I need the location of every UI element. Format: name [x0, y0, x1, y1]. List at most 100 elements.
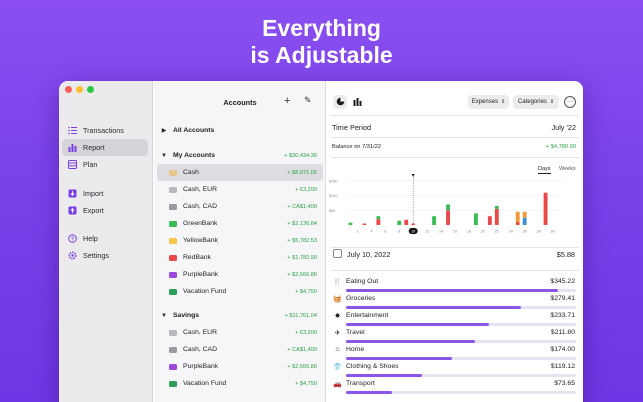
category-row[interactable]: 👕 Clothing & Shoes $119.12 [327, 362, 583, 379]
account-row[interactable]: Cash, CAD + CA$1,400 [157, 198, 323, 215]
group-label: My Accounts [173, 152, 216, 159]
x-tick-label[interactable]: 26 [523, 230, 527, 234]
x-tick-label[interactable]: 8 [398, 230, 400, 234]
account-row[interactable]: Vacation Fund + $4,750 [157, 283, 323, 300]
daily-expenses-chart[interactable]: $150$100$502 4 6 8 10 12 14 16 18 20 22 24 26 28 30 [327, 173, 583, 243]
chart-bar-segment[interactable] [376, 216, 381, 220]
chart-bar-segment[interactable] [494, 205, 499, 209]
pie-chart-toggle[interactable] [333, 95, 347, 109]
category-row[interactable]: 🚗 Transport $73.65 [327, 379, 583, 396]
x-tick-label[interactable]: 2 [356, 230, 358, 234]
chart-bar-segment[interactable] [473, 213, 478, 225]
chevron-right-icon[interactable]: ▶ [161, 128, 167, 134]
sidebar-item-transactions[interactable]: Transactions [62, 122, 148, 139]
close-window-button[interactable] [65, 86, 72, 93]
category-row[interactable]: ✸ Entertainment $233.71 [327, 311, 583, 328]
categories-dropdown[interactable]: Categories ⇕ [513, 95, 559, 109]
plan-icon [68, 160, 77, 169]
account-row[interactable]: PurpleBank + $2,566.80 [157, 358, 323, 375]
time-period-value[interactable]: July '22 [551, 123, 576, 132]
chevron-updown-icon: ⇕ [549, 99, 555, 105]
account-row[interactable]: Vacation Fund + $4,750 [157, 375, 323, 392]
app-window: Transactions Report Plan Import [59, 81, 583, 402]
sidebar-item-plan[interactable]: Plan [62, 156, 148, 173]
category-row[interactable]: 🍴 Eating Out $345.22 [327, 277, 583, 294]
x-tick-label[interactable]: 30 [550, 230, 554, 234]
account-row[interactable]: Cash, EUR + €3,200 [157, 181, 323, 198]
account-row[interactable]: Cash, EUR + €3,200 [157, 324, 323, 341]
y-tick-label: $50 [329, 209, 335, 213]
chart-bar-segment[interactable] [543, 192, 548, 225]
x-tick-label[interactable]: 20 [481, 230, 485, 234]
x-tick-label[interactable]: 16 [453, 230, 457, 234]
chart-bar-segment[interactable] [404, 219, 409, 225]
account-row[interactable]: Cash, CAD + CA$1,400 [157, 341, 323, 358]
x-tick-label[interactable]: 12 [425, 230, 429, 234]
add-account-button[interactable]: + [284, 95, 291, 107]
chart-bar-segment[interactable] [515, 222, 520, 225]
x-tick-label[interactable]: 22 [495, 230, 499, 234]
x-tick-label[interactable]: 6 [384, 230, 386, 234]
x-tick-label[interactable]: 24 [509, 230, 513, 234]
x-tick-label[interactable]: 18 [467, 230, 471, 234]
all-accounts-label: All Accounts [173, 127, 215, 134]
sidebar-item-export[interactable]: Export [62, 202, 148, 219]
account-amount: + €3,200 [295, 329, 317, 336]
chart-bar-segment[interactable] [494, 208, 499, 225]
zoom-window-button[interactable] [87, 86, 94, 93]
nav-group-main: Transactions Report Plan [62, 122, 148, 173]
sidebar-item-help[interactable]: ? Help [62, 230, 148, 247]
sidebar-item-report[interactable]: Report [62, 139, 148, 156]
chart-bar-segment[interactable] [446, 210, 450, 225]
account-amount: + $5,782.53 [287, 237, 317, 244]
expenses-dropdown[interactable]: Expenses ⇕ [468, 95, 509, 109]
chart-bar-segment[interactable] [522, 211, 527, 218]
bar-chart-toggle[interactable] [350, 95, 364, 109]
more-options-button[interactable]: ··· [564, 96, 576, 108]
category-bar [346, 357, 452, 360]
category-bar [346, 340, 475, 343]
x-tick-label[interactable]: 14 [439, 230, 443, 234]
all-accounts-row[interactable]: ▶ All Accounts [157, 122, 323, 139]
report-panel: Expenses ⇕ Categories ⇕ ··· Time Period … [327, 81, 583, 402]
plane-icon: ✈ [334, 330, 341, 337]
tab-weeks[interactable]: Weeks [559, 166, 576, 172]
category-amount: $345.22 [550, 278, 575, 285]
chart-bar-segment[interactable] [362, 223, 367, 225]
account-amount: + $1,782.90 [287, 254, 317, 261]
x-tick-label[interactable]: 10 [411, 230, 415, 234]
chart-bar-segment[interactable] [515, 211, 520, 223]
tab-days[interactable]: Days [538, 166, 551, 174]
chart-bar-segment[interactable] [376, 219, 381, 225]
category-row[interactable]: ✈ Travel $211.80 [327, 328, 583, 345]
account-amount: + CA$1,400 [287, 203, 317, 210]
minimize-window-button[interactable] [76, 86, 83, 93]
account-row[interactable]: Cash + $8,971.05 [157, 164, 323, 181]
x-tick-label[interactable]: 4 [370, 230, 372, 234]
chart-bar-segment[interactable] [487, 216, 492, 225]
chart-bar-segment[interactable] [348, 222, 353, 225]
account-color-swatch [169, 237, 177, 244]
savings-group[interactable]: ▼ Savings + $11,761.04 [157, 307, 323, 324]
account-row[interactable]: YellowBank + $5,782.53 [157, 232, 323, 249]
chart-bar-segment[interactable] [522, 217, 527, 225]
chart-bar-segment[interactable] [397, 220, 402, 225]
chart-selection-marker [411, 174, 415, 177]
chevron-down-icon[interactable]: ▼ [161, 152, 167, 159]
sidebar-item-import[interactable]: Import [62, 185, 148, 202]
account-row[interactable]: GreenBank + $2,136.84 [157, 215, 323, 232]
divider [331, 115, 579, 116]
chart-bar-segment[interactable] [446, 204, 450, 211]
account-row[interactable]: RedBank + $1,782.90 [157, 249, 323, 266]
account-row[interactable]: PurpleBank + $2,566.80 [157, 266, 323, 283]
category-row[interactable]: 🧺 Groceries $279.41 [327, 294, 583, 311]
chevron-down-icon[interactable]: ▼ [161, 312, 167, 319]
edit-accounts-button[interactable]: ✎ [304, 95, 312, 105]
x-tick-label[interactable]: 28 [536, 230, 540, 234]
my-accounts-group[interactable]: ▼ My Accounts + $30,434.36 [157, 147, 323, 164]
category-row[interactable]: ⌂ Home $174.00 [327, 345, 583, 362]
category-bar [346, 306, 521, 309]
chart-bar-segment[interactable] [432, 216, 437, 225]
sidebar-item-settings[interactable]: Settings [62, 247, 148, 264]
chart-bar-segment[interactable] [411, 223, 416, 225]
